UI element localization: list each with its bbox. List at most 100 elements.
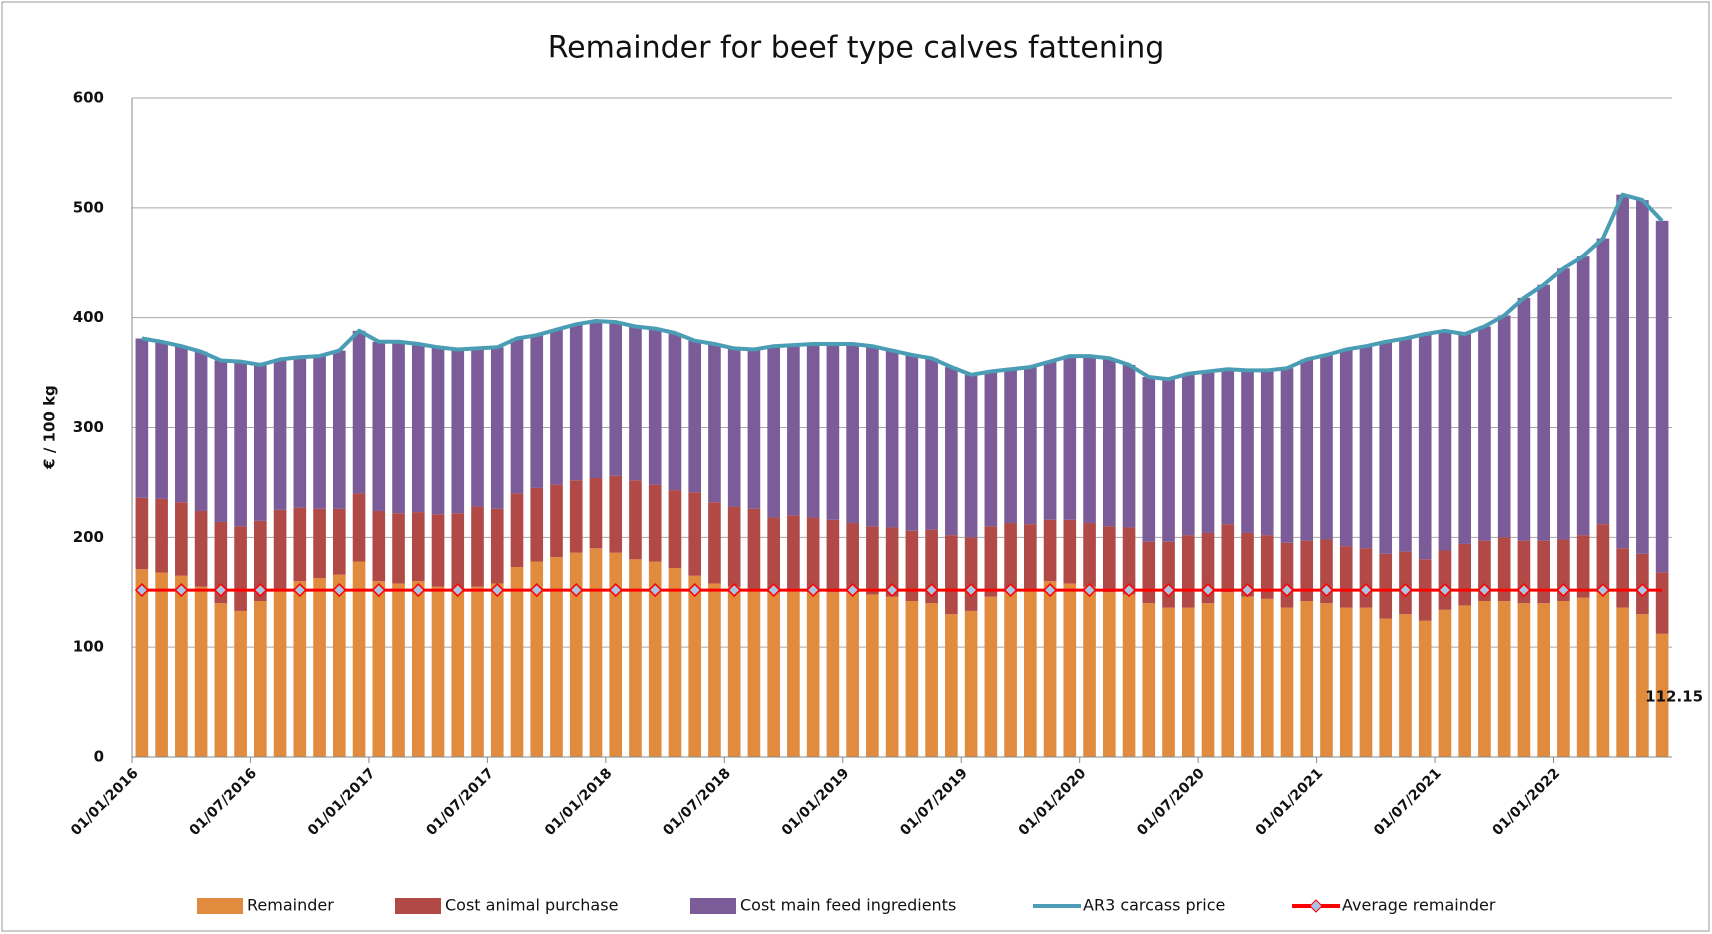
bar-segment [332, 350, 346, 509]
bar-segment [392, 341, 405, 514]
bar-segment [1004, 592, 1017, 757]
legend-label: Remainder [247, 896, 334, 915]
bar-segment [708, 583, 721, 757]
bar-segment [589, 478, 603, 549]
bar-segment [1083, 523, 1096, 587]
y-tick-label: 0 [94, 748, 104, 766]
line-marker [569, 582, 584, 598]
bar-segment [688, 340, 702, 493]
bar-segment [1043, 519, 1057, 582]
bar-segment [313, 577, 326, 757]
bar-segment [1122, 594, 1136, 757]
bar-segment [925, 358, 938, 530]
bar-segment [352, 330, 366, 494]
bar-segment [905, 601, 919, 757]
bar-segment [411, 581, 425, 757]
bar-segment [1162, 541, 1175, 608]
legend-label: Cost animal purchase [445, 896, 618, 915]
bar-segment [648, 484, 662, 562]
bar-segment [1557, 268, 1570, 540]
line-marker [253, 582, 268, 598]
y-tick-label: 500 [73, 198, 104, 216]
bar-segment [234, 610, 247, 757]
bar-segment [175, 346, 188, 503]
bar-segment [1063, 356, 1077, 520]
bar-segment [1497, 601, 1511, 757]
bar-segment [767, 517, 780, 593]
bar-segment [1260, 535, 1274, 599]
bar-segment [905, 530, 919, 602]
bar-segment [175, 502, 188, 576]
bar-segment [392, 513, 405, 584]
bar-segment [589, 320, 603, 479]
bar-segment [1004, 523, 1017, 593]
bar-segment [648, 561, 662, 757]
bar-segment [668, 333, 682, 491]
bar-segment [471, 506, 484, 587]
y-tick-label: 100 [73, 638, 104, 656]
line-marker [411, 582, 426, 598]
bar-segment [431, 586, 445, 757]
chart-title: Remainder for beef type calves fattening [548, 31, 1165, 66]
bar-segment [1616, 194, 1629, 549]
line-marker [1437, 582, 1453, 598]
bar-segment [1497, 315, 1511, 538]
bar-segment [826, 592, 840, 757]
bar-segment [1043, 581, 1057, 757]
bar-segment [629, 559, 642, 757]
line-marker [371, 582, 386, 598]
line-marker [766, 582, 781, 598]
bar-segment [1043, 361, 1057, 520]
bar-segment [431, 347, 445, 515]
bar-segment [273, 359, 287, 510]
bar-segment [1576, 597, 1590, 757]
bar-segment [1102, 358, 1116, 527]
y-axis-label: € / 100 kg [41, 385, 59, 470]
bar-segment [668, 568, 682, 757]
line-marker [885, 582, 900, 598]
line-marker [134, 582, 149, 598]
bar-segment [1379, 618, 1393, 757]
legend-label: AR3 carcass price [1083, 896, 1225, 915]
line-marker [1279, 582, 1295, 598]
line-marker [1161, 582, 1176, 598]
bar-segment [1102, 526, 1116, 593]
bar-segment [1181, 607, 1195, 757]
bar-segment [550, 557, 563, 757]
bar-segment [1418, 334, 1432, 560]
bar-segment [1201, 603, 1215, 757]
bar-segment [787, 590, 800, 757]
bar-segment [945, 535, 958, 615]
bar-segment [1102, 592, 1116, 757]
bar-segment [747, 508, 761, 591]
bar-segment [1438, 550, 1452, 610]
bar-segment [1537, 284, 1550, 541]
bar-segment [1339, 349, 1353, 547]
y-tick-label: 300 [73, 418, 104, 436]
bar-segment [1399, 338, 1412, 552]
line-marker [529, 582, 544, 598]
bar-segment [964, 374, 978, 538]
bar-segment [550, 329, 563, 485]
bar-segment [1063, 519, 1077, 584]
bar-segment [155, 498, 168, 573]
bar-segment [1162, 607, 1175, 757]
bar-segment [945, 367, 958, 536]
bar-segment [668, 490, 682, 569]
line-marker [213, 582, 228, 598]
bar-segment [806, 344, 820, 518]
line-marker [1121, 582, 1137, 598]
bar-segment [254, 520, 267, 602]
line-marker [1240, 582, 1255, 598]
bar-segment [1201, 371, 1215, 533]
bar-segment [550, 484, 563, 558]
bar-segment [471, 586, 484, 757]
bar-segment [767, 346, 780, 518]
bar-segment [1379, 553, 1393, 619]
bar-segment [155, 341, 168, 499]
bar-segment [1438, 330, 1452, 551]
bar-segment [530, 561, 544, 757]
bar-segment [431, 514, 445, 587]
bar-segment [648, 328, 662, 485]
bar-segment [1517, 297, 1531, 541]
